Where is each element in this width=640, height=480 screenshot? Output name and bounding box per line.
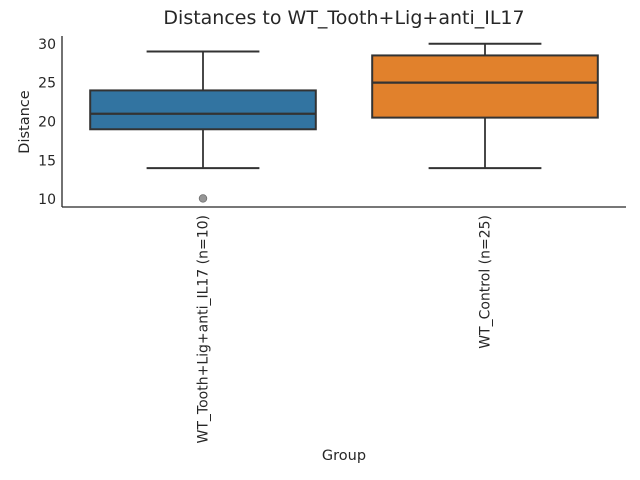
x-category-label: WT_Control (n=25) — [478, 215, 494, 349]
y-axis-label: Distance — [17, 90, 33, 153]
y-tick-label: 25 — [38, 76, 56, 92]
outlier-point — [198, 194, 208, 203]
x-category-label: WT_Tooth+Lig+anti_IL17 (n=10) — [196, 215, 212, 443]
plot-area: 10 15 20 25 30 WT_Tooth+Lig+anti_IL17 (n=10) W… — [38, 36, 626, 443]
y-tick-label: 15 — [38, 153, 56, 169]
box-iqr — [89, 89, 317, 131]
y-tick-label: 10 — [38, 192, 56, 208]
chart-title: Distances to WT_Tooth+Lig+anti_IL17 — [163, 7, 524, 29]
y-tick-label: 30 — [38, 37, 56, 53]
x-axis-label: Group — [322, 448, 366, 464]
y-tick-label: 20 — [38, 115, 56, 131]
box-iqr — [371, 54, 599, 119]
